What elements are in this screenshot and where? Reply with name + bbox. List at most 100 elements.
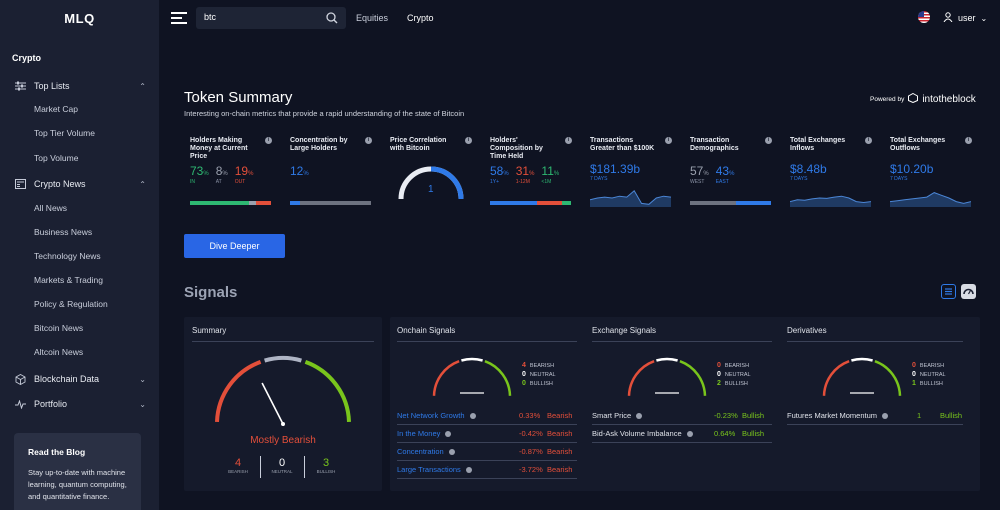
gauge-segment (656, 357, 678, 362)
metric-amount: $8.48b (790, 162, 827, 176)
value-unit: % (222, 171, 228, 177)
count-value: 0 (278, 457, 286, 469)
legend-item: 1 BULLISH (912, 380, 943, 387)
metric-label: Total Exchanges Inflows (790, 137, 846, 152)
info-icon[interactable]: i (465, 137, 472, 144)
signal-name: Concentration (397, 447, 444, 456)
read-blog-card[interactable]: Read the Blog Stay up-to-date with machi… (14, 433, 141, 510)
metric-card: Transaction Demographics i 57% WEST 43% EAST (690, 137, 776, 205)
gauge-segment (484, 360, 512, 396)
search-input[interactable]: btc (204, 12, 217, 22)
group-title: Exchange Signals (592, 326, 657, 335)
sidebar-item-market-cap[interactable]: Market Cap (34, 104, 78, 114)
list-view-button[interactable] (941, 284, 956, 299)
metric-label: Transactions Greater than $100K (590, 137, 655, 152)
user-menu[interactable]: user ⌄ (943, 12, 987, 24)
count-value: 3 (322, 457, 330, 469)
info-icon[interactable]: i (865, 137, 872, 144)
signal-groups-panel (390, 317, 980, 491)
info-icon[interactable]: i (565, 137, 572, 144)
sparkline-line (590, 190, 671, 205)
value-number: 58 (490, 164, 504, 178)
signal-row[interactable]: Bid-Ask Volume Imbalance (592, 429, 693, 438)
signal-row[interactable]: Large Transactions (397, 465, 472, 474)
sparkline-area (790, 196, 871, 207)
sidebar-item-bitcoin-news[interactable]: Bitcoin News (34, 323, 84, 333)
metric-values: 73% IN 8% AT 19% OUT (190, 162, 253, 185)
value-number: 12 (290, 164, 304, 178)
sidebar-group-crypto-news[interactable]: Crypto News ⌃ (14, 178, 146, 190)
value-number: 11 (541, 164, 554, 178)
sidebar-item-altcoin-news[interactable]: Altcoin News (34, 347, 84, 357)
info-icon[interactable]: i (265, 137, 272, 144)
metric-card: Transactions Greater than $100K i $181.39b… (590, 137, 676, 207)
info-icon[interactable]: i (665, 137, 672, 144)
nav-crypto[interactable]: Crypto (407, 13, 434, 23)
sidebar-item-business-news[interactable]: Business News (34, 227, 93, 237)
value-number: 19 (234, 164, 249, 178)
group-divider (592, 341, 772, 342)
sidebar-item-top-tier-volume[interactable]: Top Tier Volume (34, 128, 95, 138)
row-divider (397, 442, 577, 443)
metric-card: Holders' Composition by Time Held i 58% 1Y+… (490, 137, 576, 205)
gauge-needle (261, 382, 285, 427)
metric-value: 43% EAST (716, 162, 735, 185)
metric-value: 11% <1M (541, 162, 559, 185)
info-icon[interactable]: i (365, 137, 372, 144)
signal-row[interactable]: In the Money (397, 429, 452, 438)
sidebar-item-all-news[interactable]: All News (34, 203, 68, 213)
pulse-icon (14, 398, 26, 410)
dive-deeper-button[interactable]: Dive Deeper (184, 234, 285, 258)
sidebar-group-portfolio[interactable]: Portfolio ⌄ (14, 398, 146, 410)
signal-row[interactable]: Net Network Growth (397, 411, 476, 420)
count-divider (304, 456, 305, 478)
info-icon[interactable]: i (765, 137, 772, 144)
user-name: user (958, 13, 976, 23)
nav-equities[interactable]: Equities (356, 13, 389, 23)
us-flag-icon[interactable] (918, 11, 930, 23)
group-gauge (432, 357, 512, 396)
menu-toggle-button[interactable] (171, 12, 187, 27)
legend-tag: BULLISH (529, 381, 553, 387)
sidebar-group-label: Blockchain Data (34, 374, 100, 384)
help-icon[interactable] (448, 448, 455, 455)
help-icon[interactable] (445, 430, 452, 437)
sidebar-item-top-volume[interactable]: Top Volume (34, 153, 79, 163)
user-icon (943, 12, 953, 24)
count-tag: NEUTRAL (271, 469, 293, 474)
signal-verdict: Bearish (547, 465, 573, 474)
powered-by[interactable]: Powered by intotheblock (870, 92, 976, 105)
help-icon[interactable] (469, 412, 476, 419)
metric-amount: $10.20b (890, 162, 934, 176)
sidebar-group-top-lists[interactable]: Top Lists ⌃ (14, 80, 146, 92)
help-icon[interactable] (686, 430, 693, 437)
sliders-icon (14, 80, 26, 92)
help-icon[interactable] (882, 412, 889, 419)
info-icon[interactable]: i (965, 137, 972, 144)
sidebar-item-policy-regulation[interactable]: Policy & Regulation (34, 299, 108, 309)
search-icon[interactable] (326, 11, 338, 29)
signal-value: -0.23% (714, 411, 738, 420)
help-icon[interactable] (465, 466, 472, 473)
gauge-view-button[interactable] (961, 284, 976, 299)
signal-row[interactable]: Futures Market Momentum (787, 411, 889, 420)
sidebar-group-label: Portfolio (34, 399, 68, 409)
value-unit: % (529, 171, 535, 177)
search-box[interactable]: btc (196, 7, 346, 29)
value-number: 31 (515, 164, 530, 178)
blog-description: Stay up-to-date with machine learning, q… (28, 468, 127, 501)
sidebar-item-markets-trading[interactable]: Markets & Trading (34, 275, 103, 285)
sidebar-group-blockchain-data[interactable]: Blockchain Data ⌄ (14, 373, 146, 385)
bar-segment (249, 201, 256, 205)
metric-label: Price Correlation with Bitcoin (390, 137, 447, 152)
gauge-segment (822, 360, 850, 396)
app-logo[interactable]: MLQ (64, 11, 95, 26)
metric-label: Holders' Composition by Time Held (490, 137, 543, 160)
value-unit: % (303, 171, 309, 177)
value-number: 8 (215, 164, 223, 178)
help-icon[interactable] (636, 412, 643, 419)
sidebar: MLQ Crypto Top Lists ⌃ Market Cap Top Ti… (0, 0, 159, 510)
signal-row[interactable]: Concentration (397, 447, 455, 456)
sidebar-item-technology-news[interactable]: Technology News (34, 251, 101, 261)
signal-row[interactable]: Smart Price (592, 411, 643, 420)
